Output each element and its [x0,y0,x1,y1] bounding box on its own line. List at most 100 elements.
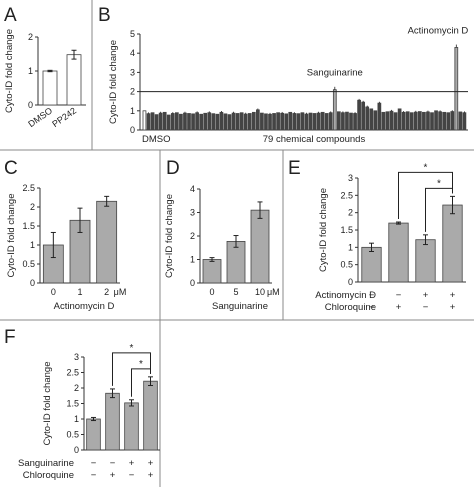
chart-panel-f: 0 0.5 1 1.5 2 2.5 3 Cyto-ID fold change Sanguina… [18,343,160,481]
bar [142,110,147,131]
bar [227,114,232,131]
bar [422,111,426,131]
bar [442,111,447,131]
treatment-sign: + [148,458,154,469]
y-tick-label: 0 [74,445,79,455]
treatment-sign: + [450,302,456,313]
chart-panel-e: 0 0.5 1 1.5 2 2.5 3 Cyto-ID fold change Actinomy… [315,162,466,313]
bar [450,111,455,131]
bar [300,112,305,131]
bar [393,112,398,131]
bar [353,113,357,131]
bar [207,112,212,131]
bar [397,108,402,131]
bar [284,113,289,131]
chart-panel-b: 0 1 2 3 4 5 Cyto-ID fold change Sanguinarine Act… [108,25,468,145]
y-tick-label: 0 [348,277,353,287]
y-tick-label: 0 [190,278,195,288]
bar [434,110,438,131]
bar [361,246,382,283]
bar [401,111,406,131]
bar [203,112,208,131]
bar [187,113,191,131]
treatment-sign: + [423,290,429,301]
y-tick-label: 5 [130,29,135,39]
bar [328,112,333,131]
bar [66,54,82,106]
y-tick-label: 2 [348,208,353,218]
bar [430,112,434,131]
x-axis-title: 79 chemical compounds [263,134,366,145]
treatment-sign: − [91,458,97,469]
treatment-sign: + [148,470,154,481]
y-axis-title: Cyto-ID fold change [6,194,17,278]
bar [332,89,337,131]
bar [413,111,418,131]
x-label-dmso: DMSO [142,134,171,145]
bar [264,113,268,131]
significance-star: * [139,359,143,370]
x-tick-label: 10 [255,287,265,297]
bar [316,112,321,131]
y-tick-label: 2.5 [340,190,353,200]
bar [195,112,199,131]
y-tick-label: 1 [74,414,79,424]
significance-bracket [425,187,453,232]
bar [357,99,361,131]
significance-bracket [398,171,453,220]
panel-label-e: E [288,158,301,179]
bar [381,111,386,131]
bar [292,113,297,131]
y-tick-label: 2 [74,383,79,393]
bar [150,112,155,131]
bar [199,113,204,131]
bar [146,113,151,131]
x-axis-title: Sanguinarine [212,301,268,312]
y-tick-label: 1.5 [340,225,353,235]
treatment-sign: − [369,290,375,301]
x-tick-label: 2 [104,287,109,297]
bar [385,111,390,131]
y-axis-title: Cyto-ID fold change [108,40,119,124]
y-tick-label: 2 [190,231,195,241]
bar [389,110,394,131]
chart-panel-c: 0 0.5 1 1.5 2 2.5 Cyto-ID fold change 0 1 2 μM Acti… [6,183,126,312]
y-tick-label: 2.5 [66,368,79,378]
y-tick-label: 3 [130,67,135,77]
treatment-sign: − [396,290,402,301]
bar [86,418,101,451]
y-tick-label: 2 [130,87,135,97]
treatment-sign: + [396,302,402,313]
treatment-sign: − [129,470,135,481]
bar [235,113,240,131]
y-axis-title: Cyto-ID fold change [164,194,175,278]
panel-label-b: B [98,5,111,26]
bar [231,112,236,131]
bar [243,113,248,131]
bar [336,111,341,131]
bar [211,113,216,131]
chart-panel-d: 0 1 2 3 4 Cyto-ID fold change 0 5 10 μM Sanguinari… [164,184,280,312]
x-unit-label: μM [267,287,280,297]
row-label: Actinomycin D [315,290,376,301]
bar [272,113,276,131]
bar [446,112,451,131]
bar [312,113,317,131]
y-tick-label: 0.5 [22,259,35,269]
bar [154,114,159,131]
treatment-sign: − [91,470,97,481]
bar [296,113,301,131]
panel-label-d: D [166,158,180,179]
y-tick-label: 2.5 [22,183,35,193]
bar [438,111,442,131]
bar [454,47,459,131]
bar [426,111,430,131]
bar [215,113,220,131]
bar [361,101,366,131]
bar [202,259,222,284]
bar [96,200,118,284]
bar [143,380,158,451]
y-tick-label: 1 [190,255,195,265]
treatment-sign: − [423,302,429,313]
